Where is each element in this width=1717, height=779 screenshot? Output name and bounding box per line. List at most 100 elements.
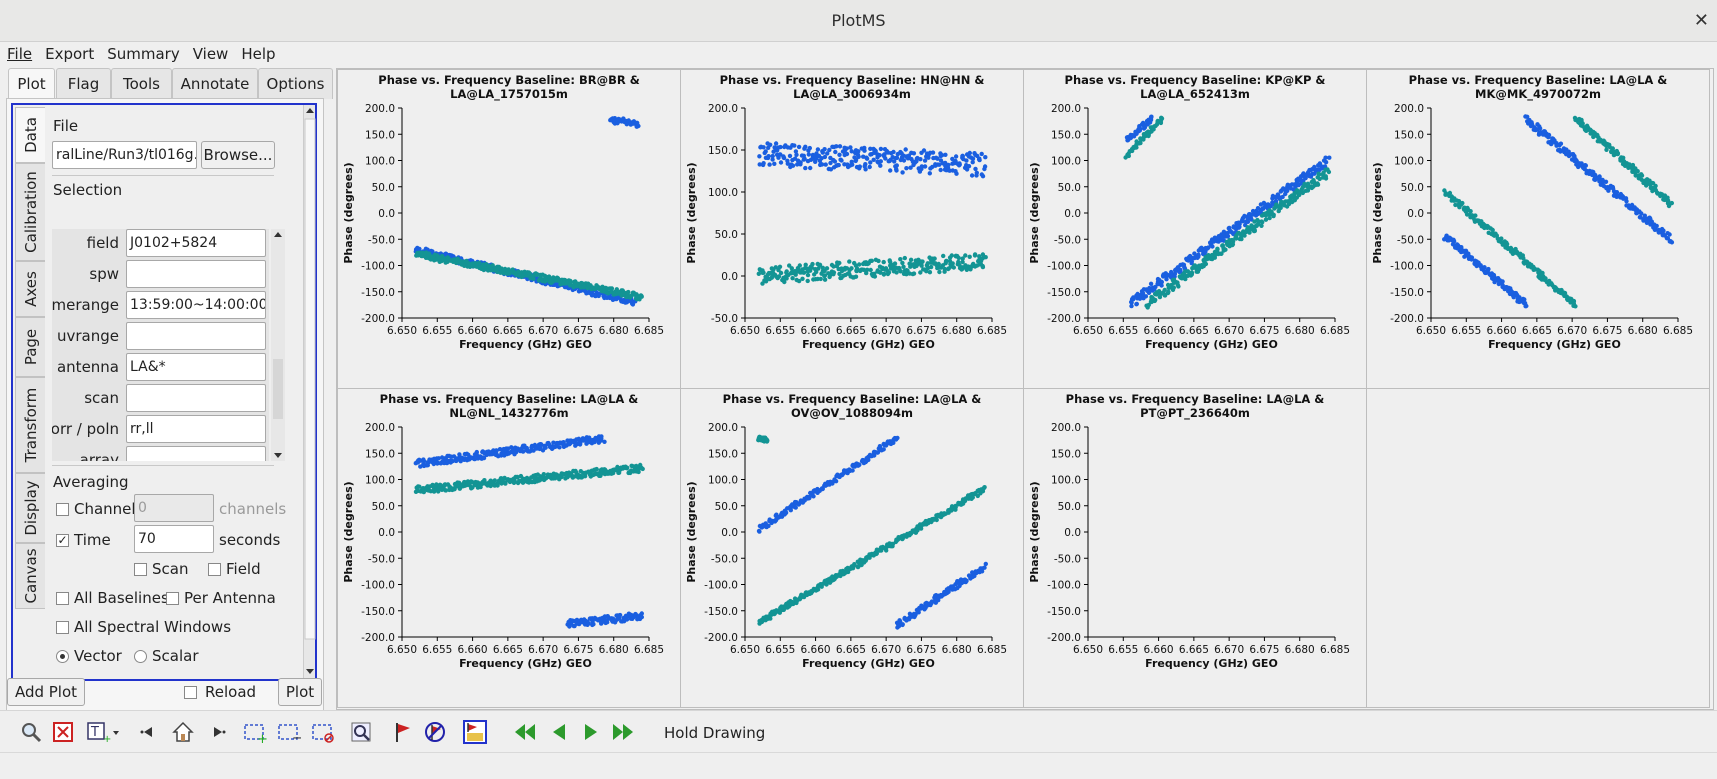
data-point xyxy=(1649,219,1654,224)
file-path-input[interactable]: ralLine/Run3/tl016g.ms xyxy=(52,141,197,169)
plot-cell-7[interactable]: Phase vs. Frequency Baseline: LA@LA & PT… xyxy=(1023,388,1367,708)
side-tab-display[interactable]: Display xyxy=(15,473,45,543)
channel-checkbox[interactable] xyxy=(56,503,69,516)
panel-scrollbar[interactable] xyxy=(303,105,316,679)
time-input[interactable]: 70 xyxy=(134,525,214,553)
array-input[interactable] xyxy=(126,446,266,461)
previous-page-icon[interactable] xyxy=(546,719,572,745)
plot-button[interactable]: Plot xyxy=(278,678,322,706)
last-page-icon[interactable] xyxy=(610,719,636,745)
data-point xyxy=(844,146,849,151)
all-spw-checkbox[interactable] xyxy=(56,621,69,634)
selection-scrollbar[interactable] xyxy=(271,229,285,461)
plot-cell-6[interactable]: Phase vs. Frequency Baseline: LA@LA & OV… xyxy=(680,388,1024,708)
scan-input[interactable] xyxy=(126,384,266,412)
unflag-icon[interactable] xyxy=(422,719,448,745)
per-antenna-checkbox[interactable] xyxy=(166,592,179,605)
spw-input[interactable] xyxy=(126,260,266,288)
y-tick-label: 0.0 xyxy=(721,271,738,283)
side-tab-calibration[interactable]: Calibration xyxy=(15,163,45,261)
antenna-input[interactable]: LA&* xyxy=(126,353,266,381)
annotate-text-icon[interactable]: T + xyxy=(86,719,122,745)
plot-canvas[interactable]: Phase vs. Frequency Baseline: BR@BR & LA… xyxy=(336,68,1714,710)
tab-annotate[interactable]: Annotate xyxy=(172,68,258,99)
add-plot-button[interactable]: Add Plot xyxy=(7,678,85,706)
home-icon[interactable] xyxy=(170,719,196,745)
data-point xyxy=(865,267,870,272)
data-point xyxy=(1205,246,1210,251)
data-point xyxy=(592,439,597,445)
all-baselines-checkbox[interactable] xyxy=(56,592,69,605)
menu-summary[interactable]: Summary xyxy=(107,45,180,63)
vector-radio[interactable] xyxy=(56,650,69,663)
tab-tools[interactable]: Tools xyxy=(111,68,172,99)
flag-all-icon[interactable] xyxy=(462,719,488,745)
plot-cell-2[interactable]: Phase vs. Frequency Baseline: HN@HN & LA… xyxy=(680,69,1024,389)
clear-regions-icon[interactable] xyxy=(310,719,336,745)
x-tick-label: 6.675 xyxy=(1249,325,1279,337)
data-point xyxy=(972,252,978,257)
data-point xyxy=(586,621,591,626)
x-tick-label: 6.650 xyxy=(387,644,417,656)
plot-cell-1[interactable]: Phase vs. Frequency Baseline: BR@BR & LA… xyxy=(337,69,681,389)
flag-icon[interactable] xyxy=(390,719,416,745)
side-tab-axes[interactable]: Axes xyxy=(15,261,45,317)
timerange-input[interactable]: 13:59:00~14:00:00 xyxy=(126,291,266,319)
pan-icon[interactable] xyxy=(50,719,76,745)
y-tick-label: 150.0 xyxy=(365,129,395,141)
bottom-controls: Add Plot Reload Plot xyxy=(6,676,324,708)
plot-cell-4[interactable]: Phase vs. Frequency Baseline: LA@LA & MK… xyxy=(1366,69,1710,389)
side-tab-transform-label: Transform xyxy=(21,387,40,463)
x-tick-label: 6.680 xyxy=(1285,325,1315,337)
data-point xyxy=(481,455,487,461)
side-tab-canvas[interactable]: Canvas xyxy=(15,543,45,609)
step-back-icon[interactable] xyxy=(136,719,162,745)
data-point xyxy=(442,482,447,487)
scan-avg-label: Scan xyxy=(152,560,189,578)
first-page-icon[interactable] xyxy=(512,719,538,745)
hold-drawing-label[interactable]: Hold Drawing xyxy=(664,724,766,742)
subtract-region-icon[interactable]: − xyxy=(276,719,302,745)
plot-cell-3[interactable]: Phase vs. Frequency Baseline: KP@KP & LA… xyxy=(1023,69,1367,389)
tab-plot[interactable]: Plot xyxy=(8,68,55,100)
svg-text:+: + xyxy=(257,732,267,744)
scalar-radio[interactable] xyxy=(134,650,147,663)
y-tick-label: -200.0 xyxy=(704,632,738,644)
locate-icon[interactable] xyxy=(348,719,374,745)
data-point xyxy=(836,162,841,168)
close-icon[interactable]: ✕ xyxy=(1693,10,1709,31)
tab-options[interactable]: Options xyxy=(258,68,333,99)
side-tab-transform[interactable]: Transform xyxy=(15,377,45,473)
bottom-toolbar: T + + − Hold Drawing xyxy=(0,710,1717,752)
data-point xyxy=(891,149,896,155)
next-page-icon[interactable] xyxy=(578,719,604,745)
reload-checkbox[interactable] xyxy=(184,686,197,699)
x-tick-label: 6.680 xyxy=(1628,325,1658,337)
mark-region-icon[interactable]: + xyxy=(242,719,268,745)
data-point xyxy=(1635,169,1640,174)
step-forward-icon[interactable] xyxy=(204,719,230,745)
scan-avg-checkbox[interactable] xyxy=(134,563,147,576)
tab-flag[interactable]: Flag xyxy=(56,68,111,99)
corr-poln-input[interactable]: rr,ll xyxy=(126,415,266,443)
zoom-icon[interactable] xyxy=(18,719,44,745)
menu-file[interactable]: File xyxy=(7,45,33,63)
menu-help[interactable]: Help xyxy=(241,45,276,63)
browse-button[interactable]: Browse... xyxy=(201,141,275,169)
menu-export[interactable]: Export xyxy=(45,45,95,63)
channel-input[interactable]: 0 xyxy=(134,494,214,522)
field-avg-checkbox[interactable] xyxy=(208,563,221,576)
plot-cell-empty[interactable] xyxy=(1366,388,1710,708)
menu-view[interactable]: View xyxy=(192,45,229,63)
uvrange-input[interactable] xyxy=(126,322,266,350)
data-point xyxy=(861,267,866,272)
data-point xyxy=(1182,265,1187,270)
side-tab-page[interactable]: Page xyxy=(15,317,45,377)
x-axis-label: Frequency (GHz) GEO xyxy=(1488,338,1621,351)
field-input[interactable]: J0102+5824 xyxy=(126,229,266,257)
data-point xyxy=(837,144,843,149)
plot-cell-5[interactable]: Phase vs. Frequency Baseline: LA@LA & NL… xyxy=(337,388,681,708)
side-tab-data[interactable]: Data xyxy=(15,107,45,163)
data-point xyxy=(902,255,907,261)
time-checkbox[interactable]: ✓ xyxy=(56,533,69,547)
